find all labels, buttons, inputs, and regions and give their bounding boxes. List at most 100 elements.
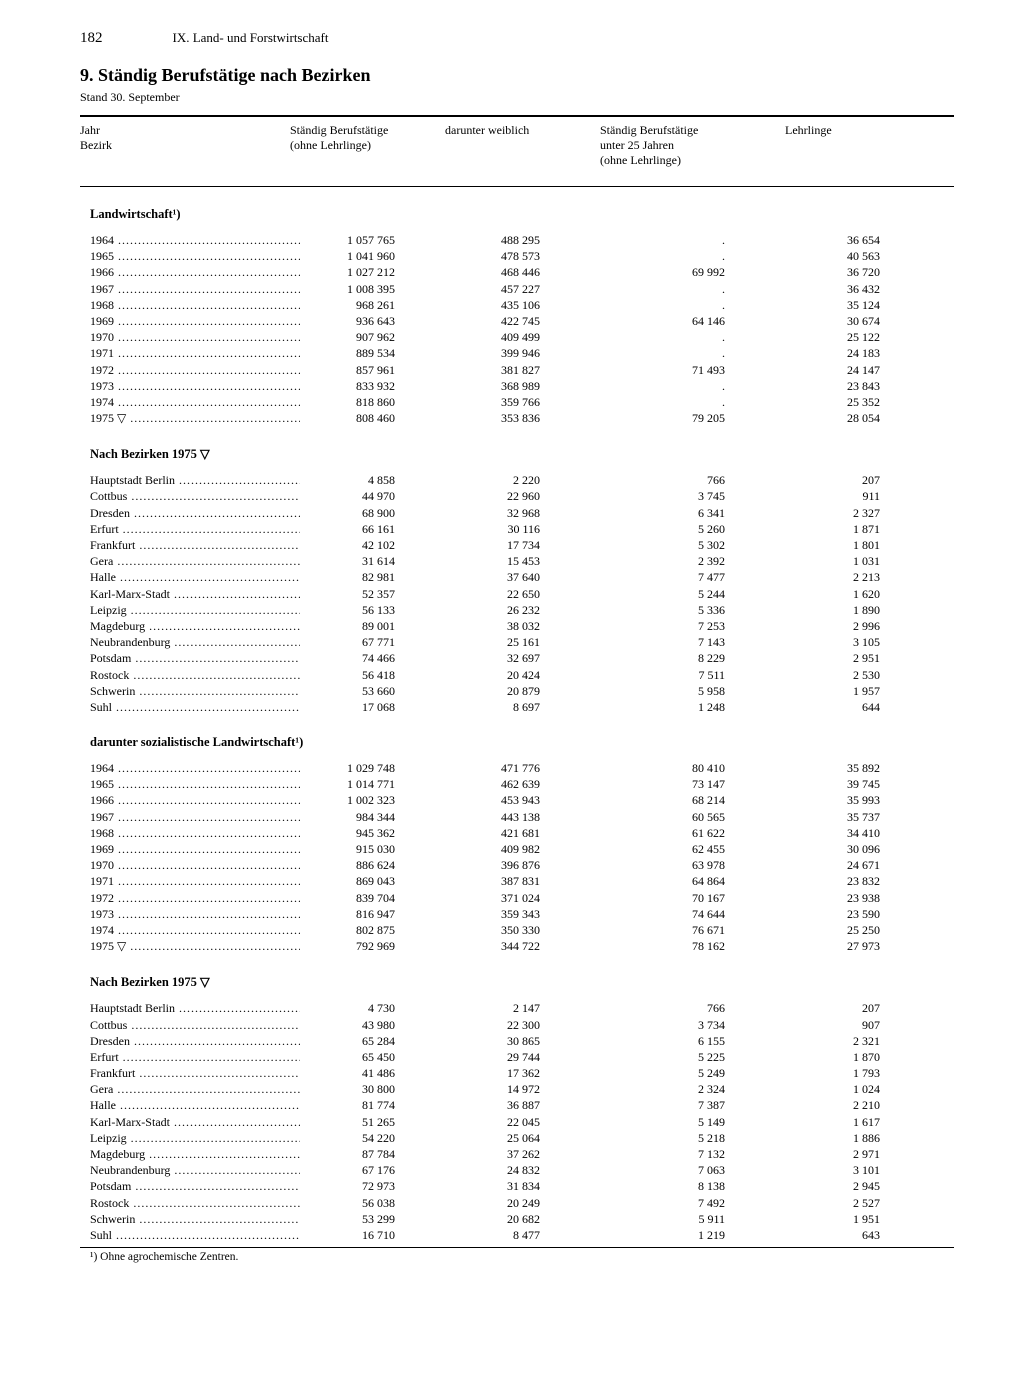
row-label: 1966	[90, 792, 300, 808]
table-row: 1973816 947359 34374 64423 590	[80, 906, 954, 922]
table-row: Magdeburg87 78437 2627 1322 971	[80, 1146, 954, 1162]
cell-value: 1 793	[795, 1065, 935, 1081]
cell-value: 24 671	[795, 857, 935, 873]
cell-value: 2 324	[610, 1081, 795, 1097]
section-heading: Landwirtschaft¹)	[80, 207, 954, 222]
row-label: Erfurt	[90, 521, 300, 537]
row-label: Karl-Marx-Stadt	[90, 586, 300, 602]
cell-value: 409 499	[455, 329, 610, 345]
cell-value: 87 784	[300, 1146, 455, 1162]
table-row: 1975 ▽792 969344 72278 16227 973	[80, 938, 954, 954]
row-label: 1974	[90, 922, 300, 938]
cell-value: 3 745	[610, 488, 795, 504]
table-row: Dresden65 28430 8656 1552 321	[80, 1033, 954, 1049]
cell-value: 453 943	[455, 792, 610, 808]
cell-value: 16 710	[300, 1227, 455, 1243]
cell-value: 20 879	[455, 683, 610, 699]
cell-value: 42 102	[300, 537, 455, 553]
cell-value: 37 640	[455, 569, 610, 585]
row-label: Suhl	[90, 1227, 300, 1243]
cell-value: 409 982	[455, 841, 610, 857]
cell-value: 7 492	[610, 1195, 795, 1211]
cell-value: 2 996	[795, 618, 935, 634]
table-row: 1973833 932368 989.23 843	[80, 378, 954, 394]
table-row: Suhl16 7108 4771 219643	[80, 1227, 954, 1243]
row-label: 1967	[90, 281, 300, 297]
cell-value: 63 978	[610, 857, 795, 873]
cell-value: 915 030	[300, 841, 455, 857]
cell-value: 36 720	[795, 264, 935, 280]
cell-value: 7 477	[610, 569, 795, 585]
cell-value: 869 043	[300, 873, 455, 889]
cell-value: 68 900	[300, 505, 455, 521]
cell-value: 350 330	[455, 922, 610, 938]
cell-value: 23 938	[795, 890, 935, 906]
cell-value: 471 776	[455, 760, 610, 776]
table-row: 19641 057 765488 295.36 654	[80, 232, 954, 248]
cell-value: 1 248	[610, 699, 795, 715]
table-row: 1968968 261435 106.35 124	[80, 297, 954, 313]
cell-value: 3 734	[610, 1017, 795, 1033]
row-label: Magdeburg	[90, 1146, 300, 1162]
cell-value: 359 343	[455, 906, 610, 922]
cell-value: 80 410	[610, 760, 795, 776]
cell-value: 889 534	[300, 345, 455, 361]
cell-value: 34 410	[795, 825, 935, 841]
cell-value: 20 682	[455, 1211, 610, 1227]
cell-value: 1 890	[795, 602, 935, 618]
cell-value: 36 654	[795, 232, 935, 248]
cell-value: 44 970	[300, 488, 455, 504]
cell-value: 23 832	[795, 873, 935, 889]
cell-value: 5 302	[610, 537, 795, 553]
cell-value: 30 800	[300, 1081, 455, 1097]
cell-value: 17 068	[300, 699, 455, 715]
table-body: Landwirtschaft¹) 19641 057 765488 295.36 …	[80, 207, 954, 1247]
cell-value: 1 951	[795, 1211, 935, 1227]
section-heading: Nach Bezirken 1975 ▽	[80, 446, 954, 462]
cell-value: 422 745	[455, 313, 610, 329]
cell-value: 66 161	[300, 521, 455, 537]
cell-value: 26 232	[455, 602, 610, 618]
table-row: 1969936 643422 74564 14630 674	[80, 313, 954, 329]
table-row: Rostock56 41820 4247 5112 530	[80, 667, 954, 683]
cell-value: 14 972	[455, 1081, 610, 1097]
cell-value: 2 971	[795, 1146, 935, 1162]
cell-value: 79 205	[610, 410, 795, 426]
table-row: Leipzig54 22025 0645 2181 886	[80, 1130, 954, 1146]
cell-value: 43 980	[300, 1017, 455, 1033]
table-row: 1967984 344443 13860 56535 737	[80, 809, 954, 825]
cell-value: 2 527	[795, 1195, 935, 1211]
cell-value: 2 220	[455, 472, 610, 488]
row-label: 1965	[90, 776, 300, 792]
cell-value: 24 147	[795, 362, 935, 378]
row-label: Magdeburg	[90, 618, 300, 634]
table-row: Dresden68 90032 9686 3412 327	[80, 505, 954, 521]
table-row: 1971869 043387 83164 86423 832	[80, 873, 954, 889]
row-label: Rostock	[90, 1195, 300, 1211]
cell-value: 945 362	[300, 825, 455, 841]
cell-value: 65 284	[300, 1033, 455, 1049]
row-label: Leipzig	[90, 602, 300, 618]
row-label: 1968	[90, 297, 300, 313]
section-heading: darunter sozialistische Landwirtschaft¹)	[80, 735, 954, 750]
cell-value: 25 250	[795, 922, 935, 938]
table-row: Karl-Marx-Stadt51 26522 0455 1491 617	[80, 1114, 954, 1130]
cell-value: 1 886	[795, 1130, 935, 1146]
table-row: Potsdam74 46632 6978 2292 951	[80, 650, 954, 666]
cell-value: 35 993	[795, 792, 935, 808]
cell-value: 5 218	[610, 1130, 795, 1146]
cell-value: 35 124	[795, 297, 935, 313]
cell-value: 89 001	[300, 618, 455, 634]
cell-value: 1 029 748	[300, 760, 455, 776]
row-label: 1969	[90, 841, 300, 857]
cell-value: 82 981	[300, 569, 455, 585]
cell-value: 5 911	[610, 1211, 795, 1227]
table-row: 19651 041 960478 573.40 563	[80, 248, 954, 264]
cell-value: 62 455	[610, 841, 795, 857]
cell-value: 8 477	[455, 1227, 610, 1243]
cell-value: 74 644	[610, 906, 795, 922]
cell-value: 32 697	[455, 650, 610, 666]
cell-value: 886 624	[300, 857, 455, 873]
page-number: 182	[80, 30, 103, 47]
cell-value: 25 161	[455, 634, 610, 650]
